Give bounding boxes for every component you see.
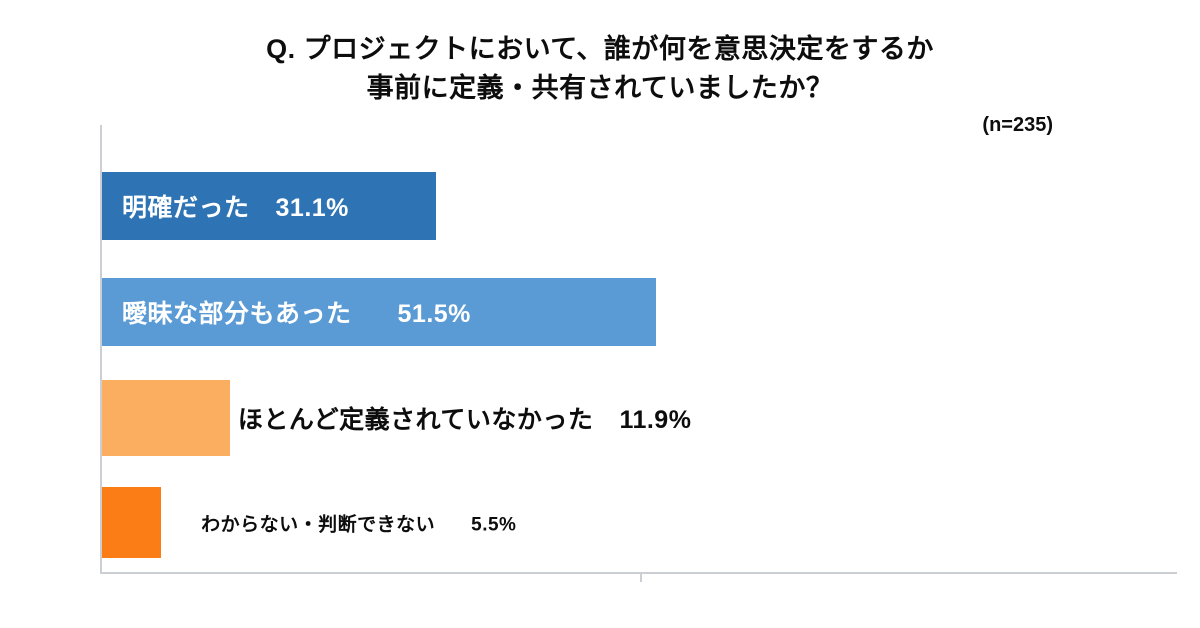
bar-row: わからない・判断できない 5.5% <box>102 487 1177 558</box>
bar-0 <box>102 172 437 240</box>
bar-value: 31.1% <box>275 194 349 222</box>
bar-category: 曖昧な部分もあった <box>122 300 352 328</box>
bar-label: 曖昧な部分もあった 51.5% <box>122 294 471 330</box>
bar-series: 明確だった 31.1% 曖昧な部分もあった 51.5% ほとんど定義されていなかった 11… <box>102 125 1177 572</box>
chart-title: Q. プロジェクトにおいて、誰が何を意思決定をするか 事前に定義・共有されていま… <box>0 30 1200 108</box>
bar-row: 曖昧な部分もあった 51.5% <box>102 278 1177 346</box>
bar-2 <box>102 380 230 456</box>
bar-1 <box>102 278 656 346</box>
sample-size-label: (n=235) <box>982 114 1053 136</box>
bar-category: 明確だった <box>122 194 250 222</box>
bar-label: 明確だった 31.1% <box>122 188 349 224</box>
bar-category: わからない・判断できない <box>201 514 436 535</box>
bar-value: 5.5% <box>471 514 517 535</box>
bar-row: 明確だった 31.1% <box>102 172 1177 240</box>
bar-3 <box>102 487 162 558</box>
chart-title-line-1: Q. プロジェクトにおいて、誰が何を意思決定をするか <box>266 34 934 64</box>
plot-area: 明確だった 31.1% 曖昧な部分もあった 51.5% ほとんど定義されていなかった 11… <box>100 125 1177 582</box>
bar-value: 51.5% <box>397 300 471 328</box>
bar-value: 11.9% <box>619 406 692 434</box>
bar-label: ほとんど定義されていなかった 11.9% <box>238 400 692 436</box>
x-axis-tick <box>639 572 642 582</box>
chart-title-line-2: 事前に定義・共有されていましたか？ <box>366 73 834 103</box>
bar-row: ほとんど定義されていなかった 11.9% <box>102 380 1177 456</box>
bar-label: わからない・判断できない 5.5% <box>201 509 516 536</box>
bar-category: ほとんど定義されていなかった <box>237 406 594 434</box>
